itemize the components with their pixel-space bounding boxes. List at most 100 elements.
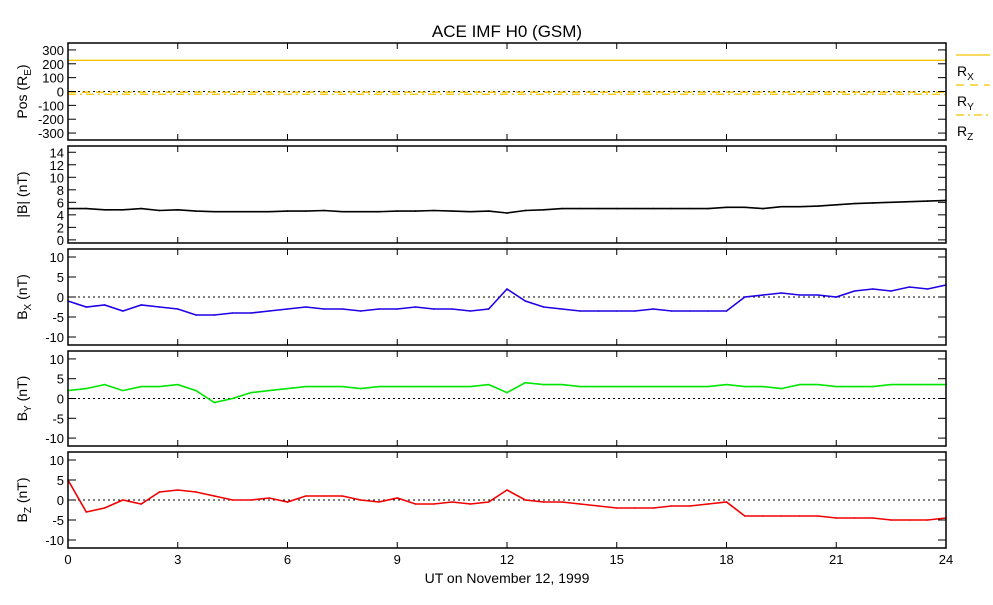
data-point bbox=[597, 385, 600, 388]
y-tick-label: 14 bbox=[50, 145, 64, 160]
data-point bbox=[872, 288, 874, 290]
data-point bbox=[817, 515, 819, 517]
data-point bbox=[103, 209, 106, 211]
data-point bbox=[524, 499, 527, 501]
data-point bbox=[890, 519, 892, 521]
data-point bbox=[506, 391, 508, 394]
data-point bbox=[286, 501, 289, 503]
data-point bbox=[158, 306, 161, 308]
x-tick-label: 3 bbox=[174, 552, 181, 567]
data-point bbox=[561, 207, 563, 210]
data-point bbox=[506, 288, 508, 290]
data-point bbox=[268, 497, 271, 499]
x-tick-label: 12 bbox=[500, 552, 514, 567]
data-point bbox=[524, 209, 527, 212]
data-point bbox=[469, 310, 472, 312]
data-point bbox=[743, 385, 746, 388]
data-point bbox=[926, 519, 929, 521]
data-point bbox=[140, 304, 142, 306]
data-point bbox=[835, 385, 838, 388]
data-point bbox=[780, 205, 783, 208]
legend-label-subscript: X bbox=[967, 72, 974, 83]
data-point bbox=[872, 385, 874, 388]
data-point bbox=[743, 296, 746, 298]
y-axis-label: |B| (nT) bbox=[14, 171, 30, 217]
data-point bbox=[433, 503, 435, 505]
series-line-bmag bbox=[68, 199, 947, 214]
data-point bbox=[341, 495, 344, 497]
data-point bbox=[396, 210, 399, 212]
y-tick-label: 8 bbox=[57, 183, 64, 198]
data-point bbox=[615, 310, 618, 312]
data-point bbox=[780, 515, 783, 517]
data-point bbox=[725, 310, 728, 312]
data-point bbox=[414, 503, 417, 505]
data-point bbox=[707, 310, 710, 312]
data-point bbox=[872, 202, 874, 204]
panel-by: 10 5 0 -5 -10 BY (nT) bbox=[14, 350, 947, 447]
data-point bbox=[231, 499, 234, 501]
y-tick-label: 12 bbox=[50, 158, 64, 173]
data-point bbox=[579, 503, 581, 505]
data-point bbox=[597, 310, 600, 312]
data-point bbox=[634, 207, 636, 210]
y-tick-label: 0 bbox=[57, 493, 64, 508]
data-point bbox=[414, 210, 417, 212]
data-point bbox=[670, 505, 673, 507]
y-axis-label-subscript: Y bbox=[23, 405, 34, 412]
legend-label: RZ bbox=[957, 123, 973, 143]
data-point bbox=[835, 204, 838, 206]
data-point bbox=[853, 202, 856, 205]
data-point bbox=[176, 308, 179, 310]
data-point bbox=[487, 210, 490, 212]
data-point bbox=[195, 491, 197, 493]
data-point bbox=[908, 519, 911, 521]
data-point bbox=[378, 501, 380, 503]
y-tick-label: 0 bbox=[57, 85, 64, 100]
data-point bbox=[835, 296, 838, 298]
y-axis-label-suffix: (nT) bbox=[14, 477, 30, 507]
data-point bbox=[103, 304, 106, 306]
data-point bbox=[634, 507, 636, 509]
data-point bbox=[926, 288, 929, 290]
data-point bbox=[798, 383, 801, 386]
y-tick-label: -10 bbox=[45, 533, 64, 548]
data-point bbox=[359, 387, 362, 390]
data-point bbox=[231, 312, 234, 314]
data-point bbox=[670, 310, 673, 312]
data-point bbox=[396, 308, 399, 310]
data-point bbox=[250, 391, 252, 394]
data-point bbox=[213, 401, 216, 404]
data-point bbox=[597, 505, 600, 507]
data-point bbox=[926, 383, 929, 386]
data-point bbox=[451, 210, 453, 212]
legend-label-main: R bbox=[957, 63, 967, 79]
legend-label-subscript: Y bbox=[967, 102, 974, 113]
data-point bbox=[817, 383, 819, 386]
data-point bbox=[798, 515, 801, 517]
data-point bbox=[579, 310, 581, 312]
data-point bbox=[524, 381, 527, 384]
data-point bbox=[561, 308, 563, 310]
data-point bbox=[872, 517, 874, 519]
y-tick-label: -5 bbox=[52, 513, 64, 528]
data-point bbox=[378, 308, 380, 310]
data-point bbox=[652, 207, 655, 210]
data-point bbox=[122, 389, 124, 392]
y-tick-label: -300 bbox=[38, 126, 64, 141]
data-point bbox=[725, 383, 728, 386]
data-point bbox=[689, 310, 691, 312]
data-point bbox=[451, 501, 453, 503]
data-point bbox=[359, 210, 362, 213]
y-axis-label: BY (nT) bbox=[14, 376, 34, 422]
data-point bbox=[268, 389, 271, 392]
y-axis-label-subscript: X bbox=[23, 303, 34, 310]
data-point bbox=[689, 385, 691, 388]
data-point bbox=[469, 385, 472, 388]
data-point bbox=[634, 385, 636, 388]
data-point bbox=[359, 499, 362, 501]
y-axis-label-main: B bbox=[14, 310, 30, 319]
chart-title: ACE IMF H0 (GSM) bbox=[432, 22, 582, 41]
data-point bbox=[817, 294, 819, 296]
